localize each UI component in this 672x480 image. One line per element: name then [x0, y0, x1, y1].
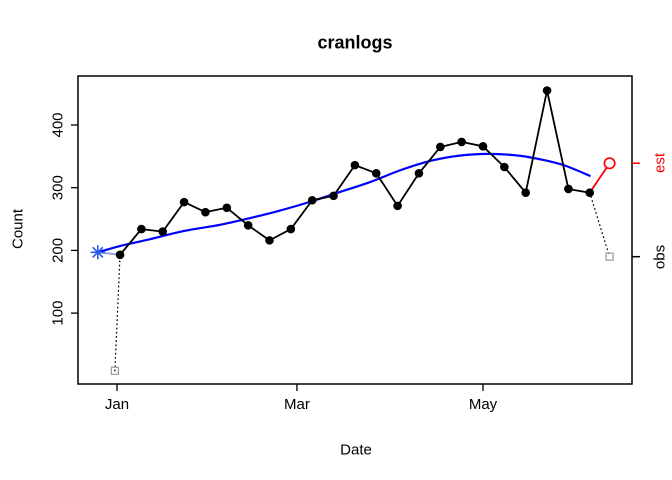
observed-point [478, 142, 488, 151]
smooth-curve [96, 152, 591, 254]
observed-point [436, 142, 445, 152]
observed-point [350, 160, 360, 170]
dotted-connector-left [114, 254, 121, 372]
x-axis-tick-label: Jan [105, 396, 129, 413]
dotted-connector-right [589, 192, 611, 258]
partial-obs-square [605, 252, 614, 261]
plot-title: cranlogs [317, 32, 393, 53]
plot-box [77, 75, 633, 385]
observed-point [243, 221, 253, 230]
observed-point [201, 207, 210, 217]
y-axis-tick-label: 200 [49, 238, 66, 263]
observed-point [286, 224, 296, 234]
observed-point [393, 201, 402, 211]
y-axis-tick-label: 300 [49, 175, 66, 200]
observed-point [521, 188, 530, 198]
observed-point [500, 162, 509, 172]
observed-point [457, 137, 466, 147]
observed-point [265, 236, 274, 245]
observed-point [115, 250, 125, 260]
x-axis-tick-label: May [469, 396, 498, 413]
observed-point [542, 86, 552, 95]
y-axis-tick-label: 400 [49, 112, 66, 137]
observed-point [371, 168, 381, 178]
observed-point [329, 191, 338, 201]
x-axis-tick-label: Mar [284, 396, 310, 413]
partial-obs-square [110, 366, 120, 375]
est-open-circle [603, 157, 616, 170]
observed-point [179, 197, 189, 207]
observed-point [158, 227, 168, 236]
y-axis-tick-label: 100 [49, 301, 66, 326]
observed-point [222, 203, 232, 213]
observed-point [585, 188, 595, 198]
observed-point [137, 224, 146, 234]
observed-point [414, 168, 424, 178]
observed-point [307, 195, 317, 205]
x-axis-label: Date [340, 441, 372, 459]
observed-point [564, 184, 573, 194]
start-asterisk [92, 246, 104, 258]
